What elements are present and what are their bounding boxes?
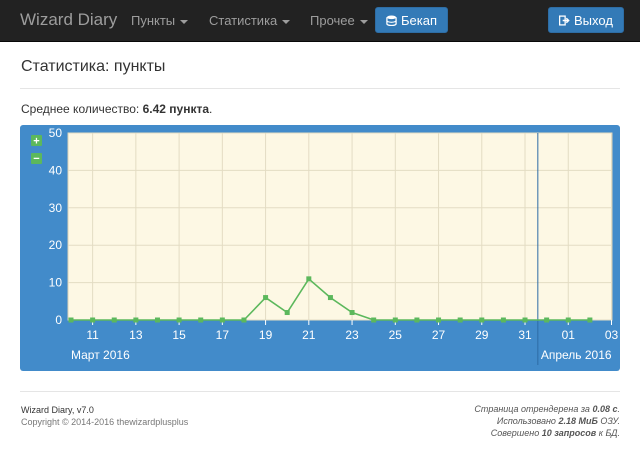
data-point [284,310,290,316]
x-tick-label: 29 [475,328,489,342]
data-point [327,295,333,301]
x-tick-label: 25 [389,328,403,342]
page-title: Статистика: пункты [21,58,166,75]
items-chart: 0 10 20 30 40 50 11 13 15 17 19 21 23 25 27 29 31 01 03 Мар… [20,125,620,371]
data-point [500,317,506,323]
x-tick-label: 27 [432,328,446,342]
memory-value: 2.18 МиБ [558,416,598,426]
data-point [133,317,139,323]
y-tick-label: 40 [49,163,63,177]
zoom-in-icon: + [33,136,39,148]
memory-suffix: ОЗУ. [597,416,620,426]
backup-button[interactable]: Бекап [375,7,449,33]
data-point [392,317,398,323]
data-point [522,317,528,323]
queries-suffix: к БД. [596,428,620,438]
memory-prefix: Использовано [496,416,559,426]
average-value: 6.42 пункта [142,102,209,116]
x-tick-label: 19 [259,328,273,342]
nav-dropdown-statistics[interactable]: Статистика [209,13,291,28]
brand-link[interactable]: Wizard Diary [20,10,118,29]
render-time: Страница отрендерена за 0.08 с. [474,403,620,415]
zoom-out-icon: − [33,153,39,165]
navbar: Wizard Diary Пункты Статистика Прочее Бе… [0,0,640,42]
x-tick-label: 17 [216,328,230,342]
caret-down-icon [180,19,189,24]
database-icon [386,15,397,26]
render-time-value: 0.08 с [592,404,618,414]
y-tick-label: 30 [49,201,63,215]
x-tick-label: 31 [518,328,532,342]
plot-area [67,132,613,321]
backup-button-label: Бекап [401,13,438,28]
footer-stats: Страница отрендерена за 0.08 с. Использо… [474,403,620,439]
data-point [544,317,550,323]
average-suffix: . [209,102,213,116]
x-tick-label: 01 [562,328,576,342]
queries-value: 10 запросов [541,428,597,438]
y-tick-label: 20 [49,238,63,252]
nav-dropdown-statistics-label: Статистика [209,13,278,28]
nav-dropdown-items[interactable]: Пункты [131,13,189,28]
x-tick-label: 11 [86,328,99,342]
data-point [565,317,571,323]
footer-left: Wizard Diary, v7.0 Copyright © 2014-2016… [21,404,188,428]
render-time-suffix: . [617,404,620,414]
db-queries: Совершено 10 запросов к БД. [474,427,620,439]
data-point [154,317,160,323]
data-point [68,317,74,323]
y-tick-label: 50 [49,126,63,140]
caret-down-icon [282,19,291,24]
copyright: Copyright © 2014-2016 thewizardplusplus [21,417,189,427]
data-point [263,295,269,301]
footer-divider [20,391,620,392]
data-point [457,317,463,323]
zoom-out-button[interactable] [31,153,42,164]
data-point [306,276,312,282]
data-point [198,317,204,323]
nav-dropdown-items-label: Пункты [131,13,176,28]
nav-dropdown-other[interactable]: Прочее [310,13,368,28]
data-point [436,317,442,323]
nav-dropdown-other-label: Прочее [310,13,355,28]
data-point [349,310,355,316]
y-tick-label: 0 [55,313,62,327]
queries-prefix: Совершено [490,428,542,438]
zoom-in-button[interactable] [31,135,42,146]
divider [20,88,620,89]
y-tick-label: 10 [49,276,63,290]
caret-down-icon [359,19,368,24]
month-label: Март 2016 [71,348,130,362]
x-tick-label: 23 [345,328,359,342]
app-version: Wizard Diary, v7.0 [21,405,94,415]
data-point [219,317,225,323]
logout-button[interactable]: Выход [548,7,624,33]
month-label: Апрель 2016 [541,348,612,362]
data-point [371,317,377,323]
x-tick-label: 15 [172,328,186,342]
data-point [111,317,117,323]
data-point [414,317,420,323]
logout-button-label: Выход [574,13,613,28]
chart-svg: 0 10 20 30 40 50 11 13 15 17 19 21 23 25 27 29 31 01 03 Мар… [20,125,620,371]
data-point [479,317,485,323]
x-tick-label: 03 [605,328,619,342]
data-point [587,317,593,323]
data-point [90,317,96,323]
x-tick-label: 21 [302,328,316,342]
logout-icon [559,15,570,26]
render-time-prefix: Страница отрендерена за [474,404,593,414]
average-label: Среднее количество: [21,102,143,116]
data-point [176,317,182,323]
data-point [241,317,247,323]
x-tick-label: 13 [129,328,143,342]
memory-usage: Использовано 2.18 МиБ ОЗУ. [474,415,620,427]
average-line: Среднее количество: 6.42 пункта. [21,102,212,116]
